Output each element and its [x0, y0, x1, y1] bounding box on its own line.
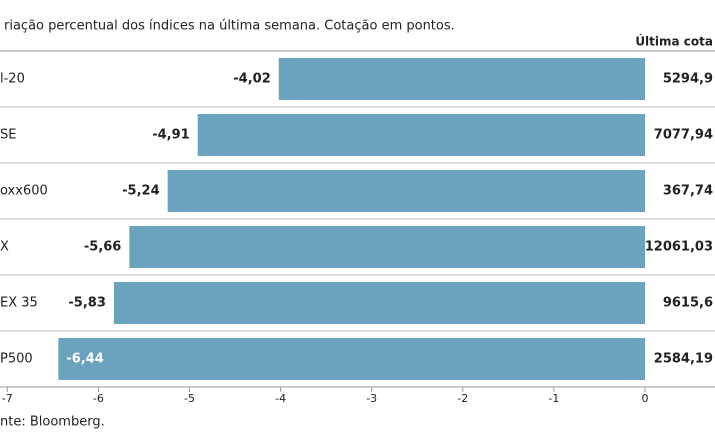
column-value: 2584,19	[654, 352, 713, 367]
bar	[129, 226, 646, 268]
bar	[278, 58, 645, 100]
category-label: l-20	[0, 72, 25, 87]
category-label: EX 35	[0, 296, 38, 311]
category-label: P500	[0, 352, 33, 367]
value-label: -6,44	[66, 352, 103, 367]
bar	[197, 114, 645, 156]
column-header: Última cota	[635, 34, 713, 49]
category-label: SE	[0, 128, 16, 143]
value-label: -4,91	[152, 128, 189, 143]
x-tick-label: -3	[366, 392, 377, 405]
column-value: 367,74	[663, 184, 713, 199]
value-label: -5,83	[68, 296, 105, 311]
x-tick-label: -7	[2, 392, 13, 405]
x-tick-label: -1	[548, 392, 559, 405]
value-label: -5,24	[122, 184, 159, 199]
column-value: 7077,94	[654, 128, 713, 143]
x-tick-label: -5	[184, 392, 195, 405]
value-label: -4,02	[233, 72, 270, 87]
category-label: X	[0, 240, 9, 255]
column-value: 5294,9	[663, 72, 713, 87]
bar	[167, 170, 645, 212]
column-value: 12061,03	[645, 240, 713, 255]
x-tick-label: -6	[93, 392, 104, 405]
value-label: -5,66	[84, 240, 121, 255]
bar	[58, 338, 646, 380]
column-value: 9615,6	[663, 296, 713, 311]
x-tick-label: -4	[275, 392, 286, 405]
bar	[113, 282, 645, 324]
x-tick-label: -2	[457, 392, 468, 405]
category-label: oxx600	[0, 184, 48, 199]
source: nte: Bloomberg.	[0, 415, 105, 430]
x-tick-label: 0	[642, 392, 649, 405]
chart-title: riação percentual dos índices na última …	[4, 19, 455, 34]
